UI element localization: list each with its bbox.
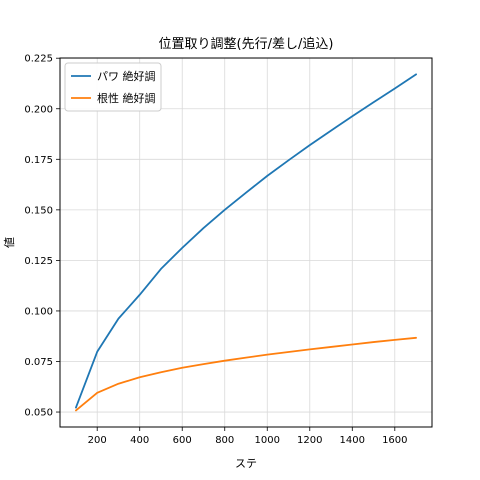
y-tick-label: 0.150 [24,205,53,216]
x-axis-label: ステ [235,457,257,470]
x-tick-label: 1400 [340,435,365,446]
y-tick-label: 0.225 [24,54,53,65]
y-tick-label: 0.050 [24,408,53,419]
series-layer [75,73,417,412]
x-tick-label: 1200 [297,435,322,446]
x-tick-label: 1600 [382,435,407,446]
series-line-1 [75,73,417,409]
legend-label-2: 根性 絶好調 [97,91,156,105]
x-tick-label: 400 [130,435,149,446]
y-tick-label: 0.100 [24,306,53,317]
y-axis-label: 値 [3,237,16,248]
series-line-2 [75,336,417,412]
x-tick-label: 800 [215,435,234,446]
x-tick-label: 600 [173,435,192,446]
x-tick-label: 1000 [255,435,280,446]
legend-label-1: パワ 絶好調 [97,69,156,83]
legend-box [64,62,162,112]
grid [60,57,432,427]
chart-title: 位置取り調整(先行/差し/追込) [159,36,334,52]
y-tick-label: 0.175 [24,155,53,166]
y-tick-label: 0.125 [24,256,53,267]
plot-frame [59,57,433,428]
axis-ticks: 200 400 600 800 1000 1200 1400 1600 0.050 0.075 0.… [24,54,407,446]
y-tick-label: 0.075 [24,357,53,368]
y-tick-label: 0.200 [24,104,53,115]
x-tick-label: 200 [88,435,107,446]
